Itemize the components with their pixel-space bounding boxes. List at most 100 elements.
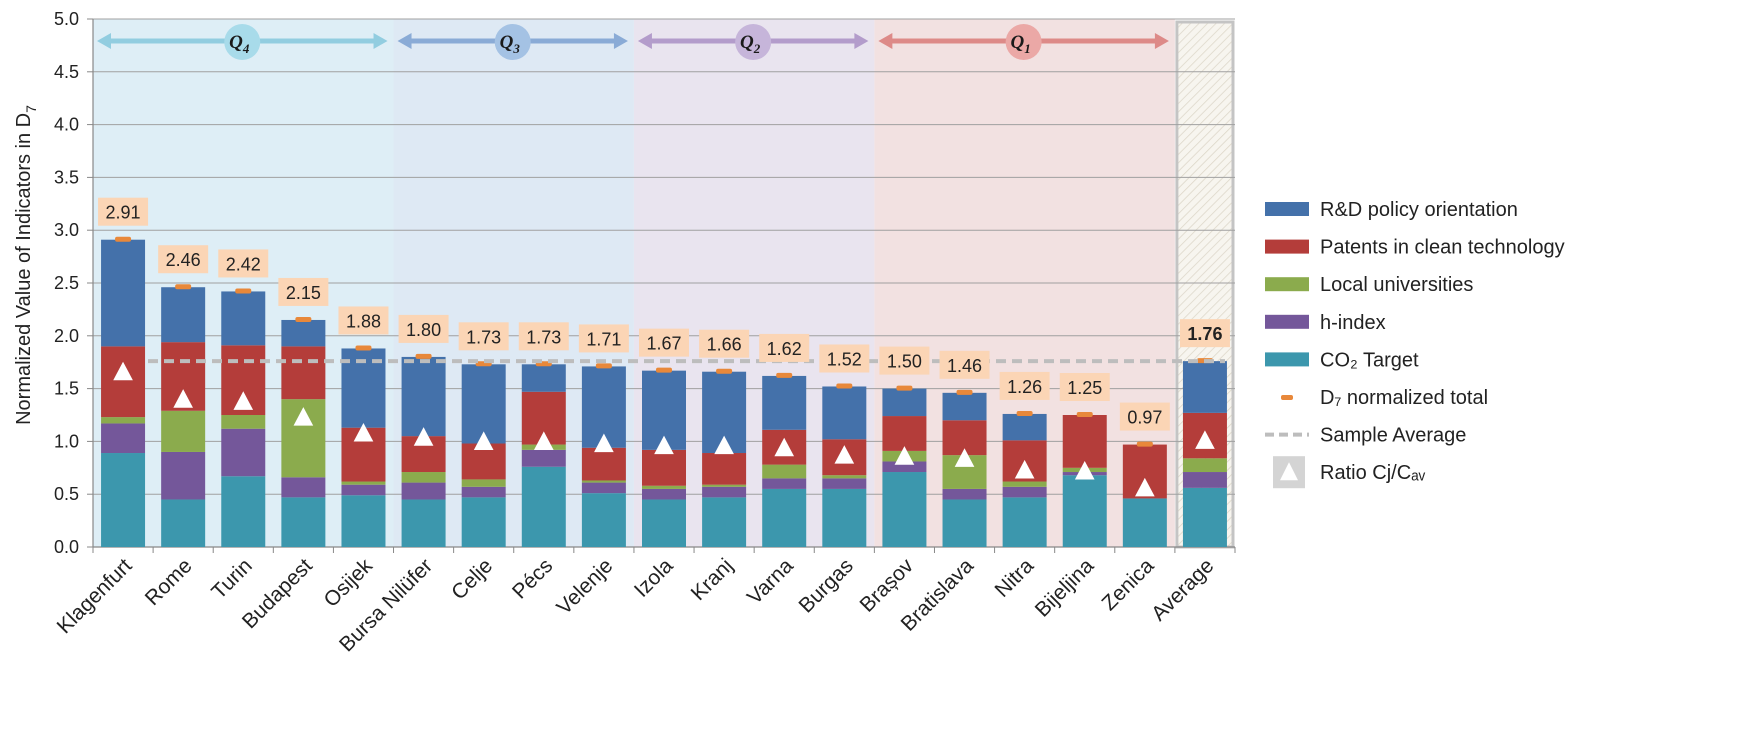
bar-segment-hindex: [401, 482, 446, 500]
total-label: 1.46: [939, 350, 990, 379]
bar-segment-rd: [1182, 361, 1227, 413]
total-label-box: [278, 277, 329, 306]
total-label: 2.91: [98, 197, 149, 226]
bar-segment-co2: [642, 499, 686, 547]
category-label: Osijek: [319, 554, 377, 612]
legend-swatch: [1265, 239, 1309, 254]
total-label-box: [639, 328, 689, 357]
total-label: 1.80: [398, 314, 449, 343]
total-label: 1.26: [999, 371, 1050, 400]
legend-item-hindex: h-index: [1265, 312, 1386, 334]
legend-swatch: [1281, 395, 1293, 400]
sample-average-line-group: [113, 359, 1225, 497]
ratio-marker: [1195, 430, 1215, 449]
total-marker: [956, 389, 973, 395]
total-label-text: 1.80: [406, 320, 441, 340]
category-label: Nitra: [991, 554, 1039, 602]
bar-segment-universities: [1002, 481, 1047, 487]
quartile-arrow-3: Q3: [397, 24, 628, 60]
legend-item-patents: Patents in clean technology: [1265, 237, 1565, 259]
total-marker: [836, 383, 853, 389]
total-label-box: [1179, 319, 1230, 348]
y-tick-label: 1.0: [54, 431, 79, 451]
ratio-marker: [594, 433, 614, 453]
total-marker: [595, 363, 612, 369]
bar-segment-hindex: [101, 423, 146, 454]
legend-item-total: D₇ normalized total: [1281, 387, 1488, 409]
ratio-marker: [954, 448, 975, 467]
total-label-box: [518, 322, 569, 351]
total-label: 1.62: [759, 333, 810, 362]
ratio-marker: [113, 361, 133, 381]
total-label: 2.15: [278, 277, 329, 306]
bar-segment-universities: [401, 472, 446, 483]
bar-segment-rd: [281, 319, 326, 347]
ratio-marker: [533, 431, 554, 450]
legend-label: Ratio Cj/Cₐᵥ: [1320, 462, 1426, 484]
quartile-label: Q2: [740, 32, 761, 56]
y-tick-label: 1.5: [54, 379, 79, 399]
total-label-text: 1.76: [1187, 324, 1222, 344]
bar-segment-rd: [1002, 413, 1047, 441]
bar-segment-co2: [762, 488, 807, 547]
quartile-badge: [494, 24, 531, 60]
total-label-box: [158, 245, 209, 274]
total-marker: [1076, 412, 1093, 417]
total-label-box: [578, 324, 629, 353]
quartile-label: Q1: [1011, 32, 1031, 56]
total-label-box: [338, 306, 389, 335]
total-label-text: 1.46: [947, 356, 982, 376]
bar-segment-rd: [221, 291, 266, 346]
bar-segment-patents: [642, 449, 686, 486]
arrow-head-right: [1154, 33, 1169, 49]
bar-segment-universities: [161, 410, 206, 452]
bar-segment-hindex: [702, 486, 747, 498]
ratio-marker: [774, 437, 795, 457]
y-tick-labels: 0.0 0.5 1.0 1.5 2.0 2.5 3.0 3.5 4.0 4.5 5.0: [54, 9, 79, 557]
bar-segment-co2: [942, 499, 987, 547]
category-label: Varna: [743, 554, 798, 609]
bar-segment-co2: [341, 495, 386, 547]
ratio-marker: [894, 446, 915, 465]
total-label-text: 0.97: [1127, 408, 1162, 428]
bar-segment-co2: [521, 466, 566, 547]
total-marker: [896, 385, 913, 391]
total-label-text: 1.52: [827, 349, 862, 369]
legend-swatch: [1265, 202, 1309, 216]
total-label-box: [398, 314, 449, 343]
total-labels: 2.91 2.46 2.42 2.15 1.88 1.80 1.73 1.73 1.71 1.67…: [98, 197, 1230, 431]
ratio-marker: [834, 445, 855, 464]
y-tick-label: 0.5: [54, 484, 79, 504]
legend-item-rd: R&D policy orientation: [1265, 199, 1518, 221]
quartile-badge: [224, 24, 261, 60]
bar-segment-universities: [101, 417, 146, 424]
legend-item-average: Sample Average: [1265, 425, 1466, 447]
ratio-marker: [413, 427, 434, 446]
total-label-box: [1119, 402, 1170, 431]
bar-segment-co2: [101, 453, 146, 547]
bar-segment-co2: [401, 499, 446, 547]
total-label: 2.46: [158, 245, 209, 274]
legend-label: Local universities: [1320, 274, 1473, 296]
bar-segment-hindex: [221, 428, 266, 477]
total-label-text: 1.67: [646, 334, 681, 354]
quartile-label: Q4: [229, 32, 250, 56]
quartile-label: Q3: [500, 32, 521, 56]
total-label-text: 2.42: [226, 254, 261, 274]
bar-segment-rd: [461, 364, 506, 444]
bar-segment-rd: [161, 287, 206, 343]
total-label: 1.88: [338, 306, 389, 335]
legend-swatch: [1265, 277, 1309, 292]
total-label-box: [458, 322, 509, 351]
category-label: Average: [1147, 554, 1218, 625]
y-tick-label: 3.0: [54, 220, 79, 240]
arrow-head-left: [397, 33, 412, 49]
bar-segment-rd: [521, 364, 566, 392]
bar-segment-patents: [882, 416, 927, 451]
bar-segment-hindex: [281, 477, 326, 498]
total-label-text: 2.46: [166, 250, 201, 270]
y-tick-label: 5.0: [54, 9, 79, 29]
total-label: 1.66: [699, 329, 750, 358]
total-label-box: [819, 344, 870, 373]
total-label: 1.73: [458, 322, 509, 351]
